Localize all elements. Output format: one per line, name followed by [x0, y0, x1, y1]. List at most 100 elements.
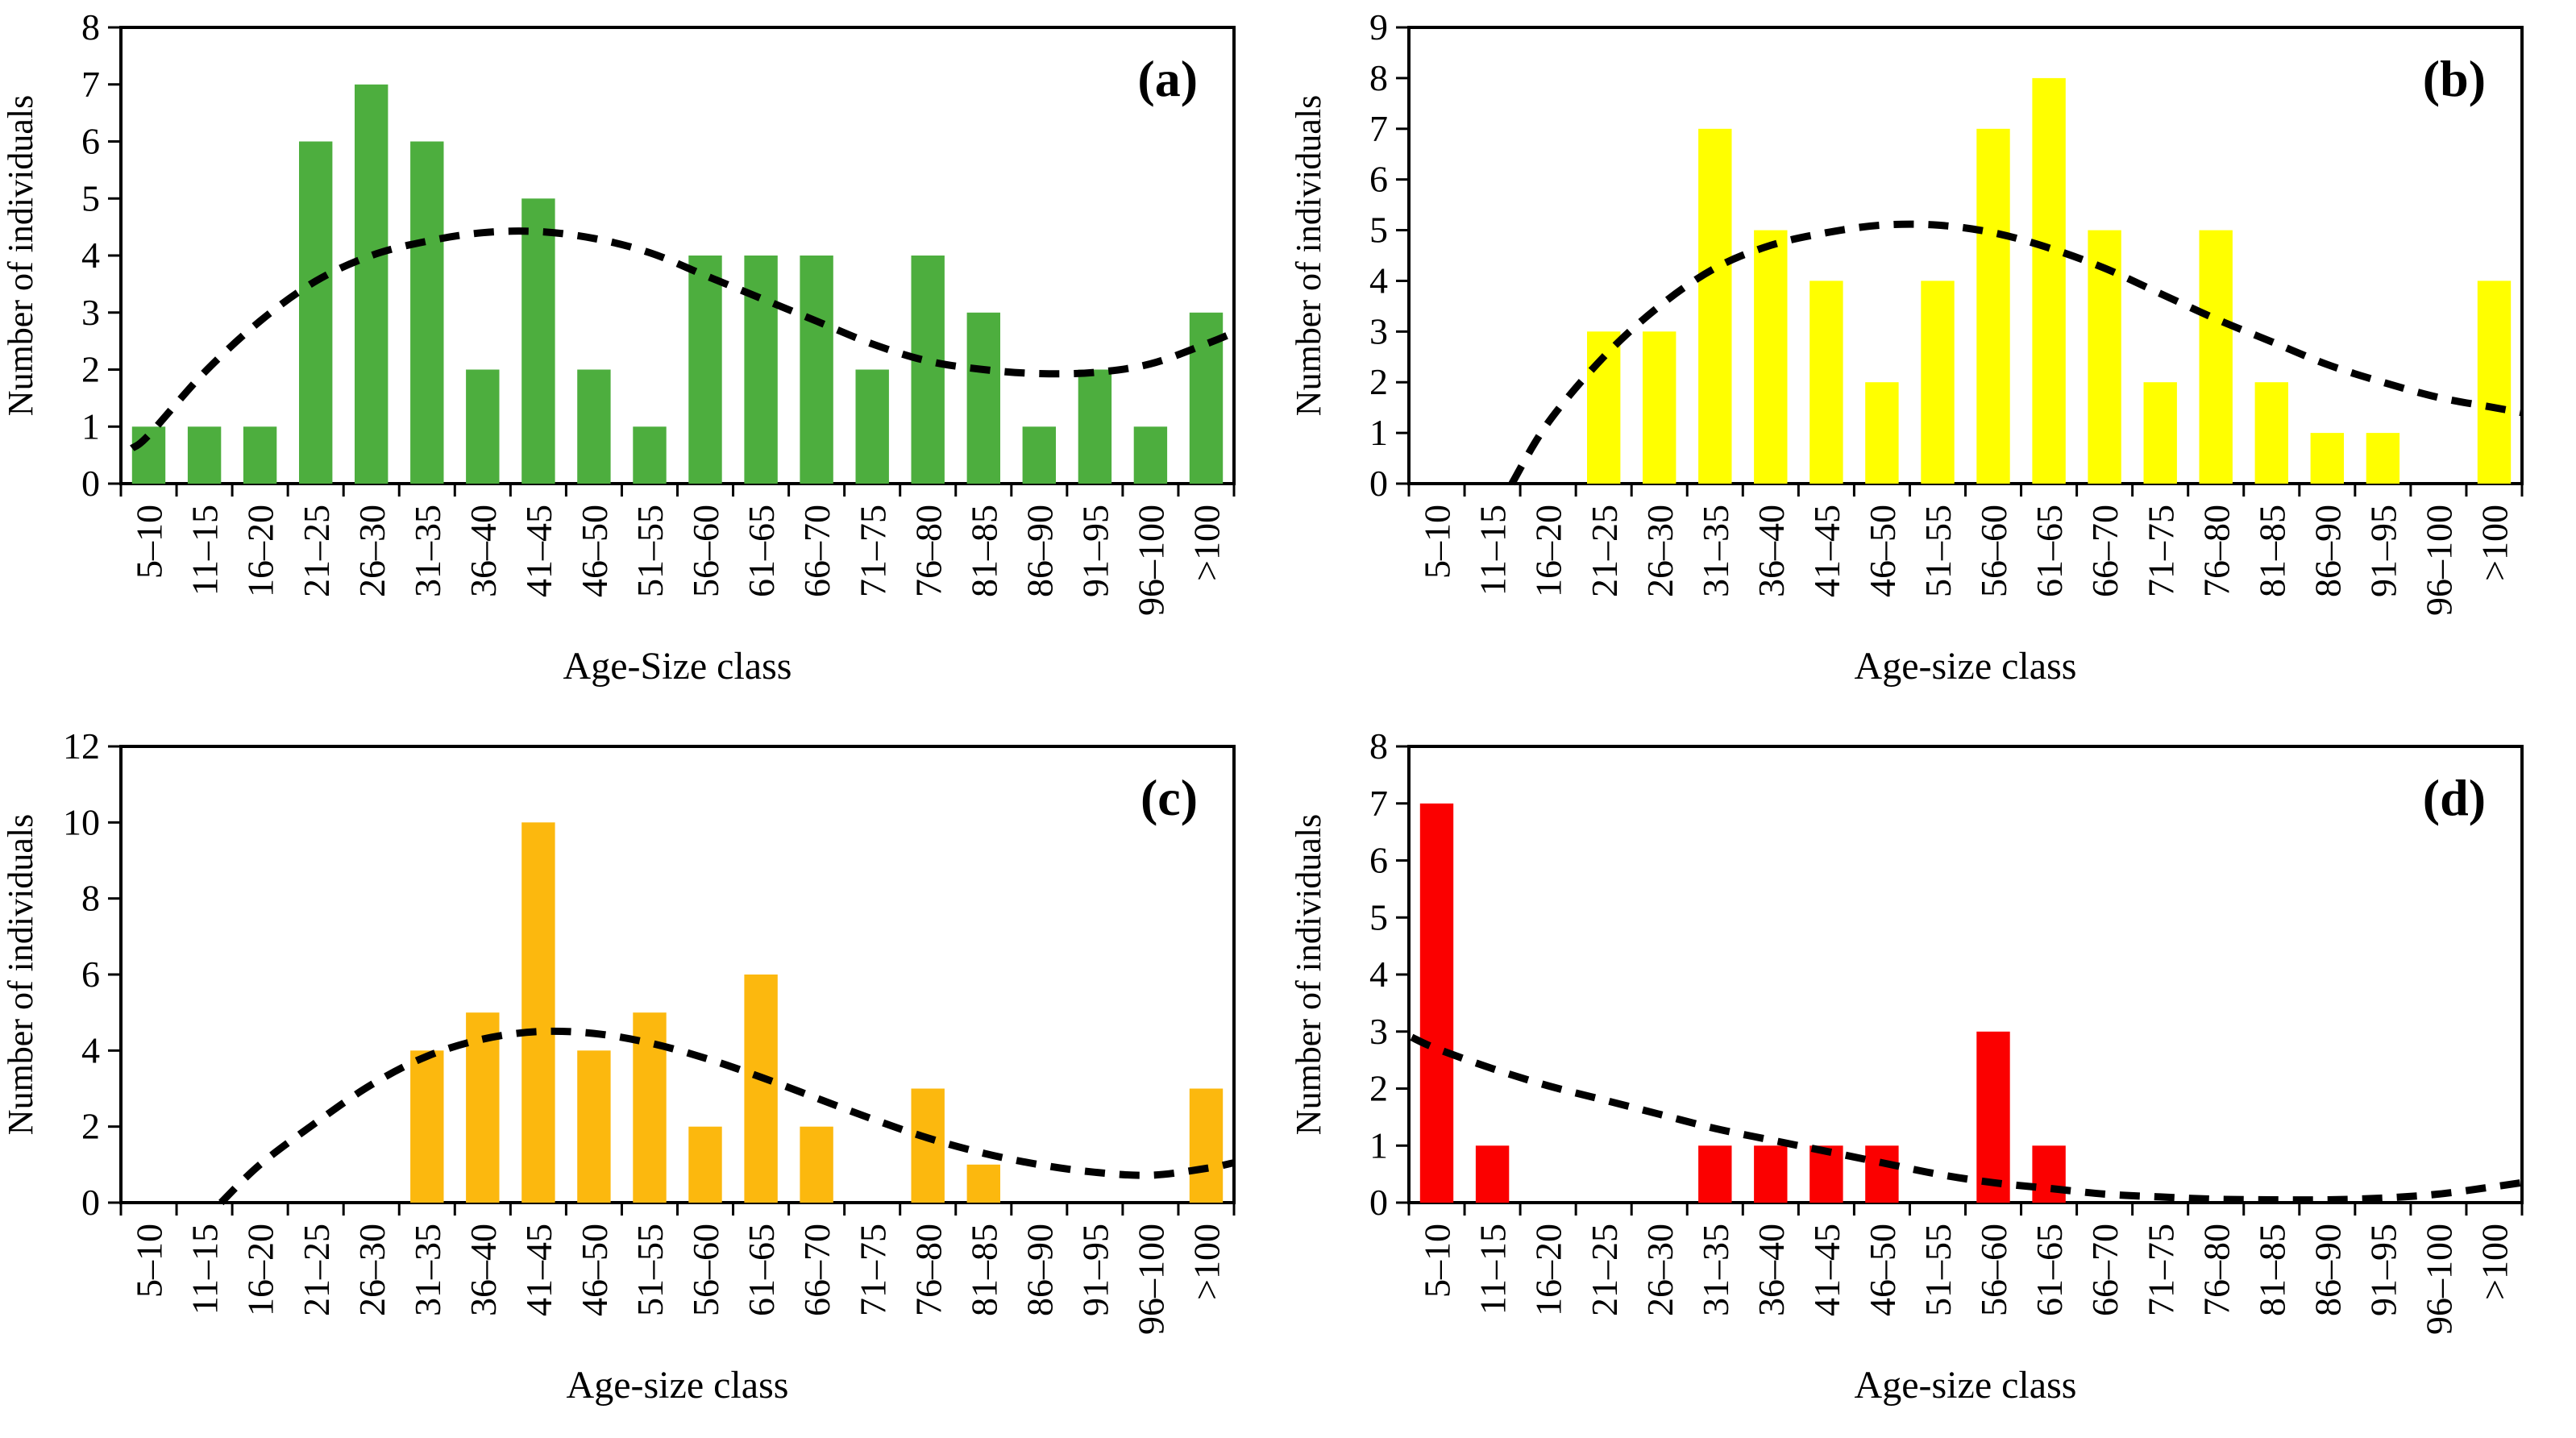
y-tick-label: 0 — [1369, 463, 1388, 504]
x-tick-label: 11–15 — [185, 1224, 226, 1315]
x-tick-label-group: 56–60 — [685, 1224, 726, 1316]
chart-panel-d: 0 1 2 3 4 5 6 7 8 5–10 11–15 16–20 21–25 26–30 31–35 36… — [1288, 719, 2576, 1438]
x-tick-label: 51–55 — [1917, 1224, 1959, 1316]
bar-41–45 — [1809, 1145, 1843, 1203]
x-tick-label: 31–35 — [1695, 1224, 1736, 1316]
x-tick-label-group: 66–70 — [796, 1224, 837, 1316]
bar-31–35 — [1698, 1145, 1732, 1203]
x-tick-label-group: 76–80 — [908, 1224, 949, 1316]
x-tick-label: 16–20 — [240, 1224, 281, 1316]
x-tick-label: 36–40 — [1751, 505, 1792, 597]
x-tick-label: 71–75 — [852, 1224, 893, 1316]
y-tick-label: 1 — [1369, 1124, 1388, 1166]
bar-16–20 — [243, 426, 277, 484]
x-tick-label-group: 86–90 — [1019, 505, 1060, 597]
x-tick-label-group: 66–70 — [2084, 505, 2125, 597]
x-tick-label: >100 — [2474, 1224, 2516, 1300]
bar-56–60 — [688, 1126, 722, 1203]
x-tick-label: 31–35 — [407, 505, 448, 597]
x-tick-label: 61–65 — [2029, 505, 2070, 597]
y-axis-title: Number of individuals — [1, 814, 40, 1135]
x-tick-label-group: 5–10 — [1417, 505, 1458, 579]
bar-76–80 — [2199, 230, 2233, 484]
x-tick-label-group: 56–60 — [685, 505, 726, 597]
x-tick-label-group: 71–75 — [2140, 1224, 2181, 1316]
bar-41–45 — [521, 198, 555, 484]
panel-label: (a) — [1137, 50, 1198, 107]
x-tick-label-group: 16–20 — [1528, 505, 1569, 597]
bar-56–60 — [1976, 1031, 2010, 1203]
x-tick-label-group: 91–95 — [2363, 1224, 2404, 1316]
x-tick-label: 66–70 — [2084, 505, 2125, 597]
y-tick-label: 2 — [1369, 1068, 1388, 1109]
y-tick-label: 1 — [1369, 412, 1388, 453]
x-tick-label: 86–90 — [1019, 505, 1060, 597]
y-tick-label: 8 — [1369, 57, 1388, 98]
x-tick-label-group: 31–35 — [1695, 505, 1736, 597]
x-tick-label-group: 31–35 — [407, 1224, 448, 1316]
x-tick-label: 56–60 — [685, 1224, 726, 1316]
x-tick-label: 51–55 — [1917, 505, 1959, 597]
bar-76–80 — [911, 256, 945, 484]
y-tick-label: 6 — [81, 121, 100, 162]
y-tick-label: 4 — [1369, 954, 1388, 995]
x-tick-label-group: 61–65 — [741, 505, 782, 597]
bar-21–25 — [299, 141, 333, 484]
panel-label: (b) — [2423, 50, 2486, 107]
x-tick-label: 5–10 — [129, 1224, 170, 1298]
x-tick-label-group: 81–85 — [2251, 1224, 2292, 1316]
y-axis-title-group: Number of individuals — [1289, 95, 1328, 416]
x-axis-title: Age-Size class — [563, 645, 792, 688]
x-tick-label-group: 91–95 — [1075, 505, 1116, 597]
x-tick-label: 96–100 — [1131, 505, 1172, 616]
x-tick-label: 21–25 — [296, 1224, 337, 1316]
x-tick-label-group: 21–25 — [296, 1224, 337, 1316]
x-tick-label-group: 61–65 — [2029, 1224, 2070, 1316]
x-tick-label-group: 36–40 — [463, 1224, 504, 1316]
bar-66–70 — [2088, 230, 2121, 484]
y-tick-label: 5 — [1369, 210, 1388, 251]
x-tick-label-group: 96–100 — [1131, 1224, 1172, 1335]
x-tick-label: 26–30 — [1639, 1224, 1681, 1316]
x-tick-label-group: 21–25 — [296, 505, 337, 597]
bar-26–30 — [1643, 331, 1676, 484]
x-tick-label-group: 26–30 — [351, 1224, 393, 1316]
x-tick-label: 91–95 — [1075, 505, 1116, 597]
y-tick-label: 10 — [63, 801, 100, 842]
x-tick-label: 61–65 — [2029, 1224, 2070, 1316]
y-tick-label: 12 — [63, 725, 100, 767]
bar-51–55 — [1921, 281, 1955, 484]
bar-36–40 — [1754, 1145, 1788, 1203]
x-tick-label-group: 36–40 — [463, 505, 504, 597]
bar-chart-a: 0 1 2 3 4 5 6 7 8 5–10 11–15 16–20 21–25 26–30 31–35 36… — [1, 6, 1236, 688]
x-tick-label: 41–45 — [518, 1224, 559, 1316]
bar-41–45 — [1809, 281, 1843, 484]
x-tick-label: >100 — [2474, 505, 2516, 581]
bar-5–10 — [1419, 803, 1454, 1203]
x-tick-label-group: >100 — [2474, 1224, 2516, 1300]
x-tick-label-group: 11–15 — [185, 1224, 226, 1315]
x-tick-label-group: 51–55 — [1917, 505, 1959, 597]
y-tick-label: 2 — [1369, 361, 1388, 402]
x-tick-label-group: >100 — [1186, 1224, 1228, 1300]
chart-panel-c: 0 2 4 6 8 10 12 5–10 11–15 16–20 21–25 26–30 31–35 36… — [0, 719, 1288, 1438]
x-tick-label: 86–90 — [2307, 505, 2348, 597]
bar-11–15 — [1475, 1145, 1510, 1203]
x-tick-label-group: 11–15 — [1473, 1224, 1514, 1315]
y-tick-label: 6 — [81, 954, 100, 995]
x-tick-label-group: 41–45 — [518, 1224, 559, 1316]
x-tick-label: 21–25 — [296, 505, 337, 597]
x-tick-label: 76–80 — [908, 1224, 949, 1316]
x-tick-label: 31–35 — [407, 1224, 448, 1316]
x-tick-label-group: 5–10 — [1417, 1224, 1458, 1298]
x-tick-label: 76–80 — [908, 505, 949, 597]
x-tick-label: 11–15 — [1473, 1224, 1514, 1315]
y-tick-label: 2 — [81, 1106, 100, 1147]
x-tick-label: 81–85 — [2251, 1224, 2292, 1316]
bar-86–90 — [1022, 426, 1056, 484]
bar-71–75 — [855, 369, 889, 484]
y-tick-label: 7 — [1369, 108, 1388, 149]
x-tick-label: 21–25 — [1584, 505, 1625, 597]
bar-36–40 — [1754, 230, 1788, 484]
x-tick-label: 16–20 — [240, 505, 281, 597]
